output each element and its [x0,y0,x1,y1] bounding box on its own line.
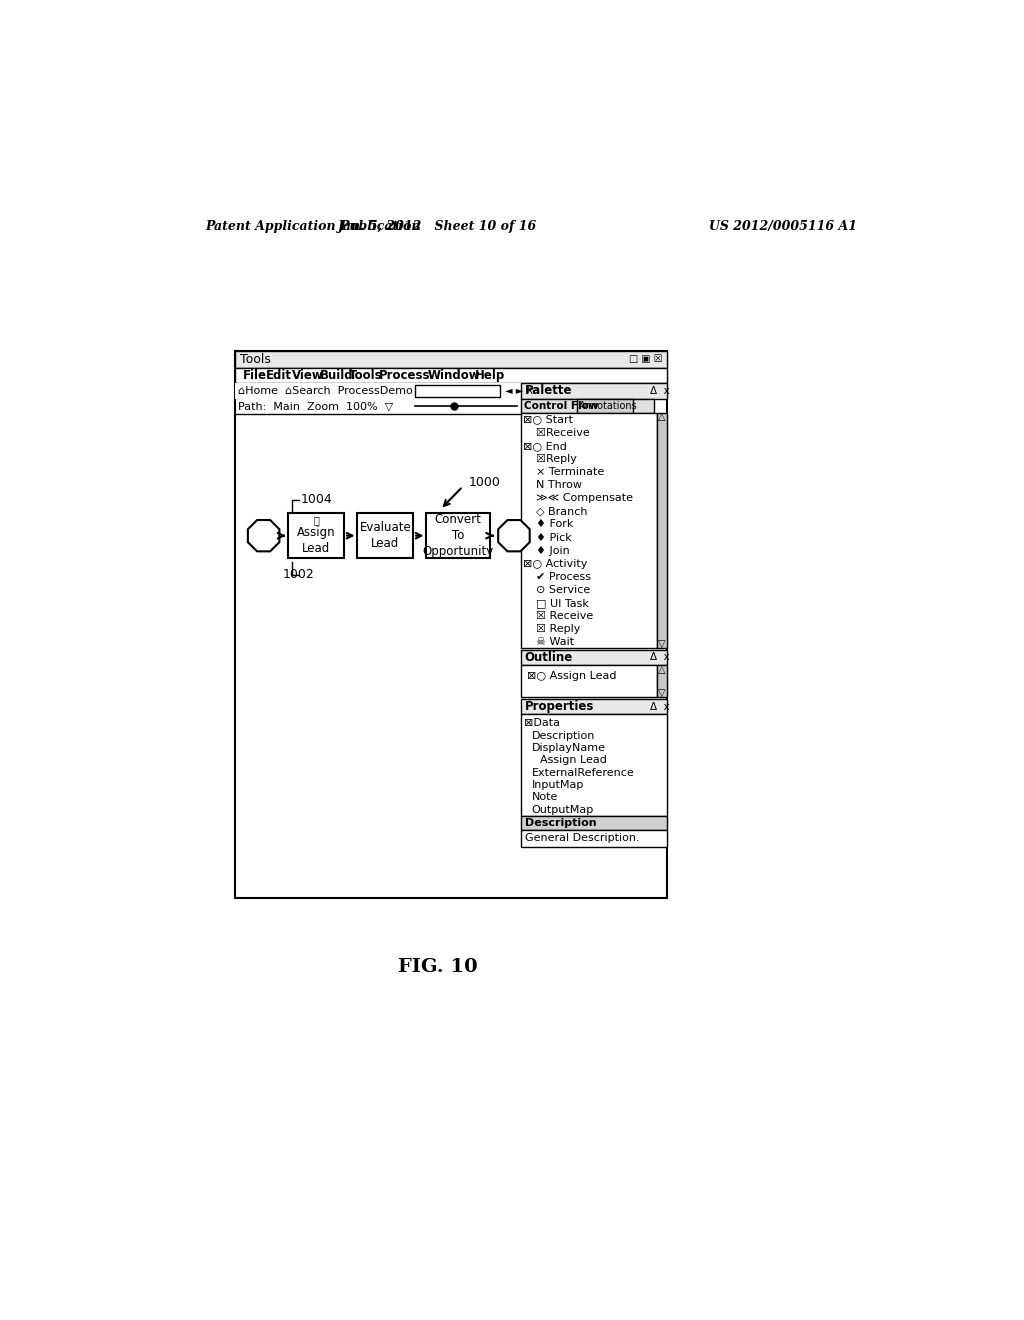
Text: Help: Help [475,370,506,381]
Text: ▽: ▽ [658,688,666,698]
Text: ☒Reply: ☒Reply [528,454,577,463]
Bar [521,665,657,697]
Text: ☒ Receive: ☒ Receive [528,611,593,620]
Bar [415,385,500,397]
Text: Process: Process [379,370,431,381]
Polygon shape [248,520,280,552]
Text: OutputMap: OutputMap [531,804,594,814]
Text: Δ  x: Δ x [649,702,670,711]
Text: Jan. 5, 2012   Sheet 10 of 16: Jan. 5, 2012 Sheet 10 of 16 [338,219,538,232]
Text: General Description.: General Description. [524,833,639,843]
Text: ◄ ► X: ◄ ► X [503,385,534,396]
Text: Palette: Palette [524,384,572,397]
Text: Evaluate
Lead: Evaluate Lead [359,521,412,550]
Text: ExternalReference: ExternalReference [531,767,635,777]
Text: ☠ Wait: ☠ Wait [528,638,573,647]
Text: Note: Note [531,792,558,803]
Text: △: △ [658,665,666,675]
Text: ☒Receive: ☒Receive [528,428,590,438]
Bar [521,383,667,399]
Polygon shape [499,520,529,552]
Text: Annotations: Annotations [579,400,638,411]
Text: Window: Window [428,370,480,381]
Bar [521,700,667,714]
Text: Outline: Outline [524,651,573,664]
Text: △: △ [658,412,666,422]
Text: View: View [292,370,324,381]
Text: Δ  x: Δ x [649,652,670,663]
Text: ✔ Process: ✔ Process [528,572,591,582]
Bar [234,368,667,383]
Text: Δ  x: Δ x [649,385,670,396]
Bar [521,816,667,830]
Text: File: File [243,370,266,381]
Bar [521,649,667,665]
Text: Tools: Tools [349,370,383,381]
Text: Ⓐ: Ⓐ [313,515,319,525]
Text: ⌂Home  ⌂Search  ProcessDemo: ⌂Home ⌂Search ProcessDemo [238,385,413,396]
Bar [234,383,521,399]
Text: ♦ Join: ♦ Join [528,545,569,556]
Text: ⊠○ Start: ⊠○ Start [523,414,573,425]
Bar [521,399,654,412]
Text: Description: Description [531,730,595,741]
Text: Convert
To
Opportunity: Convert To Opportunity [423,513,494,558]
Text: ⊙ Service: ⊙ Service [528,585,590,595]
Text: Tools: Tools [240,352,270,366]
Bar [521,830,667,847]
Text: Edit: Edit [266,370,292,381]
Text: ⊠○ End: ⊠○ End [523,441,567,451]
Text: □ ▣ ☒: □ ▣ ☒ [630,354,663,364]
Text: ⊠○ Activity: ⊠○ Activity [523,558,588,569]
Text: ♦ Pick: ♦ Pick [528,532,571,543]
Bar [521,714,667,816]
Text: Build: Build [319,370,353,381]
Text: Assign Lead: Assign Lead [540,755,606,766]
Text: Patent Application Publication: Patent Application Publication [206,219,421,232]
Text: DisplayName: DisplayName [531,743,606,752]
Bar [657,413,667,648]
Text: ♦ Fork: ♦ Fork [528,519,573,529]
Bar [521,413,657,648]
Text: 1002: 1002 [283,569,314,582]
Text: × Terminate: × Terminate [528,467,604,477]
Text: ⊠○ Assign Lead: ⊠○ Assign Lead [527,671,616,681]
Text: N Throw: N Throw [528,480,582,490]
Text: ◇ Branch: ◇ Branch [528,507,587,516]
Text: ☒ Reply: ☒ Reply [528,624,580,634]
Bar [289,513,344,558]
Text: Description: Description [524,818,596,828]
Text: Control Flow: Control Flow [524,400,598,411]
Bar [657,665,667,697]
Bar [357,513,414,558]
Text: FIG. 10: FIG. 10 [398,958,478,975]
Text: Path:  Main  Zoom  100%  ▽: Path: Main Zoom 100% ▽ [238,401,393,412]
Text: ⊠Data: ⊠Data [524,718,560,729]
Text: ≫≪ Compensate: ≫≪ Compensate [528,494,633,503]
Bar [234,351,667,368]
Text: InputMap: InputMap [531,780,584,789]
Text: Assign
Lead: Assign Lead [297,525,336,554]
Text: US 2012/0005116 A1: US 2012/0005116 A1 [710,219,857,232]
Text: □ UI Task: □ UI Task [528,598,589,609]
Text: 1004: 1004 [301,492,333,506]
Bar [426,513,489,558]
Text: Properties: Properties [524,700,594,713]
Bar [577,399,633,412]
Bar [234,351,667,898]
Text: 1000: 1000 [469,477,501,490]
Text: ▽: ▽ [658,639,666,648]
